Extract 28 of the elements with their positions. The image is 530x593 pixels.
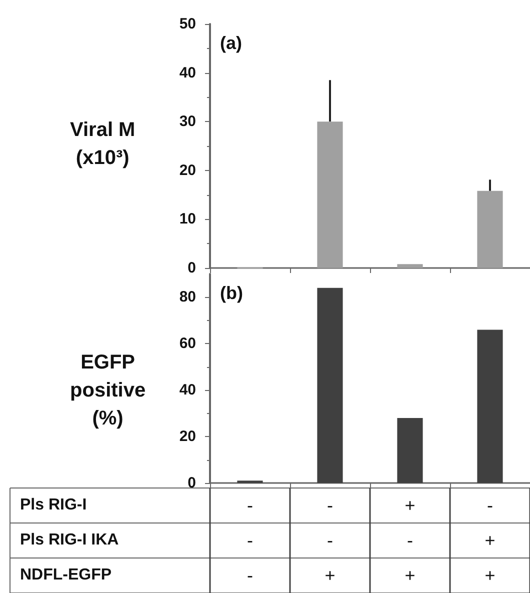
y-tick-label: 50: [179, 16, 196, 32]
y-tick-label: 30: [179, 113, 196, 130]
x-tick-label: - + +: [484, 496, 496, 586]
bar: [317, 122, 343, 268]
bar: [477, 330, 503, 483]
bar: [397, 264, 423, 268]
y-tick-label: 0: [188, 474, 196, 492]
x-tick-label: - - +: [324, 496, 336, 586]
y-tick-label: 40: [179, 64, 196, 82]
bar: [477, 190, 503, 268]
x-tick-label: - - -: [247, 496, 253, 586]
x-tick-label: + - +: [404, 496, 416, 586]
y-tick-label: 10: [179, 210, 196, 228]
y-tick-label: 60: [179, 335, 196, 352]
y-axis-title: Viral M (x10³): [70, 119, 136, 169]
text: Pls RIG-I: [20, 496, 87, 514]
bar: [397, 418, 423, 483]
bar: [317, 288, 343, 483]
y-axis-title: EGFP positive (%): [70, 352, 146, 430]
text: NDFL-EGFP: [20, 566, 112, 584]
text: Pls RIG-I IKA: [20, 532, 120, 548]
y-tick-label: 0: [188, 260, 196, 276]
y-tick-label: 20: [179, 162, 196, 179]
text: (a): [220, 33, 242, 53]
y-tick-label: 20: [179, 428, 196, 446]
y-tick-label: 40: [179, 382, 196, 399]
text: (b): [220, 283, 243, 303]
y-tick-label: 80: [179, 288, 196, 306]
